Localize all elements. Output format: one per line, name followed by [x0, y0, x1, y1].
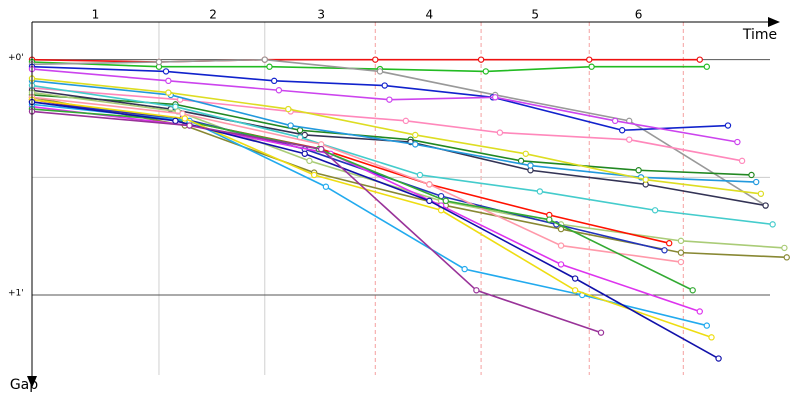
data-point — [738, 157, 746, 165]
data-point — [301, 150, 308, 157]
data-point — [155, 58, 163, 66]
data-point — [708, 334, 715, 341]
y-tick-label: +0' — [8, 53, 24, 63]
y-axis-label: Gap — [10, 377, 38, 393]
data-point — [724, 122, 732, 129]
data-point — [266, 63, 273, 70]
series-line — [31, 58, 767, 207]
data-point — [322, 183, 330, 190]
data-point — [696, 56, 703, 63]
data-point — [270, 77, 278, 85]
data-point — [557, 261, 565, 268]
data-point — [461, 265, 468, 273]
data-point — [473, 287, 480, 294]
data-point — [536, 188, 544, 195]
data-point — [546, 216, 553, 223]
data-point — [372, 56, 379, 63]
data-point — [496, 129, 504, 136]
data-point — [696, 308, 703, 315]
data-point — [318, 145, 325, 153]
data-point — [527, 162, 534, 169]
data-point — [412, 141, 419, 148]
data-point — [165, 89, 172, 96]
data-point — [275, 87, 283, 94]
data-point — [665, 240, 673, 247]
data-point — [677, 249, 685, 256]
x-tick-label: 3 — [317, 8, 325, 22]
data-point — [557, 225, 565, 233]
data-point — [491, 94, 499, 101]
data-point — [186, 122, 193, 129]
x-axis-label: Time — [742, 27, 777, 43]
data-point — [762, 202, 769, 209]
plot-area — [28, 56, 790, 362]
data-point — [261, 56, 268, 63]
data-point — [557, 242, 565, 249]
data-point — [287, 122, 294, 129]
data-point — [781, 244, 788, 252]
series-line — [31, 96, 682, 263]
data-point — [748, 171, 755, 179]
data-point — [752, 178, 760, 186]
data-point — [635, 167, 642, 174]
series-line — [31, 98, 712, 339]
data-point — [703, 63, 711, 70]
data-point — [381, 82, 388, 89]
data-point — [442, 197, 450, 205]
data-point — [165, 77, 172, 85]
data-point — [661, 247, 668, 254]
data-point — [651, 207, 659, 214]
x-axis-arrow — [768, 17, 780, 27]
y-tick-label: +1' — [8, 288, 24, 298]
data-point — [310, 171, 318, 179]
data-point — [416, 171, 424, 179]
data-point — [522, 150, 529, 157]
series-line — [31, 101, 665, 252]
data-point — [757, 190, 765, 197]
data-point — [571, 287, 579, 294]
data-point — [386, 96, 393, 103]
data-point — [285, 105, 292, 113]
data-point — [677, 258, 685, 266]
data-point — [181, 115, 189, 122]
x-tick-label: 5 — [531, 8, 539, 22]
x-tick-label: 6 — [635, 8, 643, 22]
data-point — [172, 117, 179, 125]
data-point — [517, 157, 525, 165]
data-point — [571, 275, 579, 282]
data-point — [626, 136, 633, 143]
data-point — [642, 176, 649, 183]
data-point — [306, 157, 313, 165]
series-line — [31, 101, 719, 360]
data-point — [376, 68, 384, 75]
data-point — [426, 197, 433, 205]
data-point — [677, 237, 685, 245]
data-point — [296, 127, 304, 134]
series-line — [31, 110, 602, 334]
data-point — [426, 181, 433, 188]
data-point — [402, 117, 410, 125]
data-point — [783, 254, 790, 261]
x-tick-label: 2 — [209, 8, 217, 22]
data-point — [597, 329, 605, 336]
y-axis-arrow — [27, 376, 37, 388]
x-tick-label: 4 — [426, 8, 434, 22]
data-point — [769, 221, 776, 228]
data-point — [715, 355, 722, 362]
x-tick-label: 1 — [92, 8, 100, 22]
data-point — [588, 63, 595, 70]
data-point — [477, 56, 485, 63]
data-point — [482, 68, 489, 75]
data-point — [703, 322, 711, 329]
data-point — [162, 68, 170, 75]
data-point — [412, 131, 419, 139]
data-point — [734, 138, 741, 146]
data-point — [618, 127, 626, 134]
data-point — [611, 117, 619, 125]
data-point — [586, 56, 593, 63]
data-point — [689, 287, 696, 294]
